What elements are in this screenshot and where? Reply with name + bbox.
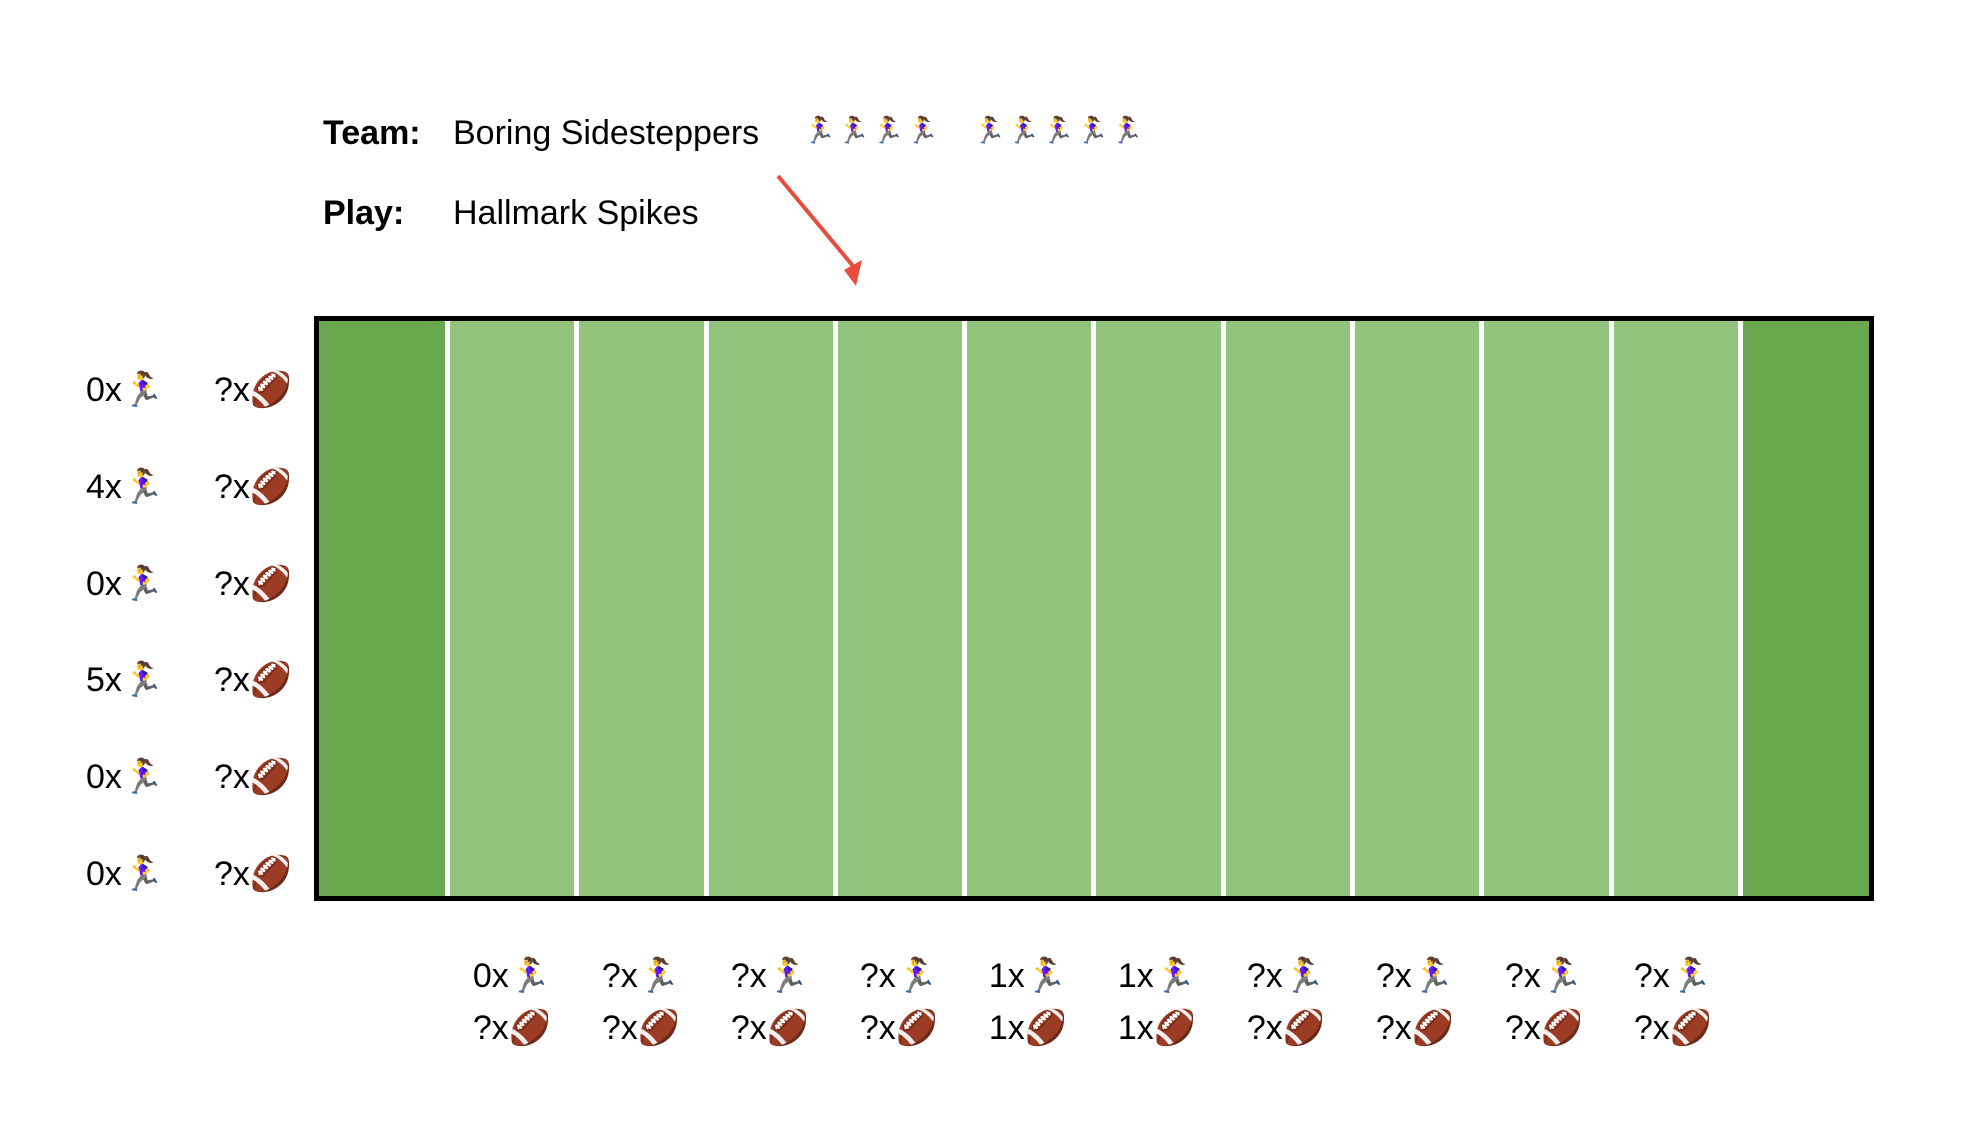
col-8-runner-clue: ?x🏃‍♀️ — [1375, 957, 1455, 995]
red-arrow-icon — [776, 174, 862, 286]
field-zone-4[interactable] — [832, 321, 963, 896]
col-3-ball-clue: ?x🏈 — [730, 1009, 810, 1047]
field-zone-3[interactable] — [703, 321, 833, 896]
col-6-runner-clue: 1x🏃‍♀️ — [1117, 957, 1197, 995]
field-zone-5[interactable] — [962, 321, 1092, 896]
runner-icon: 🏃‍♀️ — [973, 115, 1006, 145]
col-7-ball-clue: ?x🏈 — [1246, 1009, 1326, 1047]
col-1-ball-clue: ?x🏈 — [472, 1009, 552, 1047]
col-8-ball-clue: ?x🏈 — [1375, 1009, 1455, 1047]
col-10-ball-clue: ?x🏈 — [1633, 1009, 1713, 1047]
col-4-ball-clue: ?x🏈 — [859, 1009, 939, 1047]
row-2-runner-clue: 4x🏃‍♀️ — [86, 468, 165, 506]
col-5-ball-clue: 1x🏈 — [988, 1009, 1068, 1047]
runner-icon: 🏃‍♀️ — [1110, 115, 1143, 145]
runner-icon: 🏃‍♀️ — [1076, 115, 1109, 145]
arrow-head — [844, 260, 862, 286]
runner-icon: 🏃‍♀️ — [803, 115, 836, 145]
row-3-runner-clue: 0x🏃‍♀️ — [86, 565, 165, 603]
play-name: Hallmark Spikes — [453, 194, 699, 232]
runner-group-2: 🏃‍♀️ 🏃‍♀️ 🏃‍♀️ 🏃‍♀️ 🏃‍♀️ — [973, 112, 1143, 148]
runner-group-1: 🏃‍♀️ 🏃‍♀️ 🏃‍♀️ 🏃‍♀️ — [803, 112, 939, 148]
col-9-ball-clue: ?x🏈 — [1504, 1009, 1584, 1047]
row-3-ball-clue: ?x🏈 — [214, 565, 293, 603]
team-name: Boring Sidesteppers — [453, 114, 760, 152]
field-zone-10[interactable] — [1608, 321, 1743, 896]
row-4-runner-clue: 5x🏃‍♀️ — [86, 661, 165, 699]
row-5-runner-clue: 0x🏃‍♀️ — [86, 758, 165, 796]
col-9-runner-clue: ?x🏃‍♀️ — [1504, 957, 1584, 995]
row-6-ball-clue: ?x🏈 — [214, 855, 293, 893]
runner-icon: 🏃‍♀️ — [871, 115, 905, 145]
row-1-ball-clue: ?x🏈 — [214, 371, 293, 409]
field-zone-2[interactable] — [574, 321, 704, 896]
col-6-ball-clue: 1x🏈 — [1117, 1009, 1197, 1047]
col-5-runner-clue: 1x🏃‍♀️ — [988, 957, 1068, 995]
field-zone-7[interactable] — [1220, 321, 1351, 896]
row-4-ball-clue: ?x🏈 — [214, 661, 293, 699]
play-label: Play: — [323, 194, 405, 232]
arrow-shaft — [776, 174, 860, 274]
col-10-runner-clue: ?x🏃‍♀️ — [1633, 957, 1713, 995]
runner-icon: 🏃‍♀️ — [1041, 115, 1075, 145]
runner-icon: 🏃‍♀️ — [1007, 115, 1040, 145]
col-7-runner-clue: ?x🏃‍♀️ — [1246, 957, 1326, 995]
field-zone-9[interactable] — [1479, 321, 1609, 896]
col-2-ball-clue: ?x🏈 — [601, 1009, 681, 1047]
runner-icon: 🏃‍♀️ — [837, 115, 870, 145]
field-zone-8[interactable] — [1350, 321, 1480, 896]
col-2-runner-clue: ?x🏃‍♀️ — [601, 957, 681, 995]
row-1-runner-clue: 0x🏃‍♀️ — [86, 371, 165, 409]
runner-icon: 🏃‍♀️ — [906, 115, 939, 145]
col-4-runner-clue: ?x🏃‍♀️ — [859, 957, 939, 995]
field-zone-6[interactable] — [1091, 321, 1221, 896]
row-5-ball-clue: ?x🏈 — [214, 758, 293, 796]
endzone-left — [319, 321, 445, 896]
endzone-right — [1742, 321, 1869, 896]
row-6-runner-clue: 0x🏃‍♀️ — [86, 855, 165, 893]
team-label: Team: — [323, 114, 421, 152]
col-3-runner-clue: ?x🏃‍♀️ — [730, 957, 810, 995]
football-field — [314, 316, 1874, 901]
row-2-ball-clue: ?x🏈 — [214, 468, 293, 506]
field-zone-1[interactable] — [445, 321, 575, 896]
col-1-runner-clue: 0x🏃‍♀️ — [472, 957, 552, 995]
